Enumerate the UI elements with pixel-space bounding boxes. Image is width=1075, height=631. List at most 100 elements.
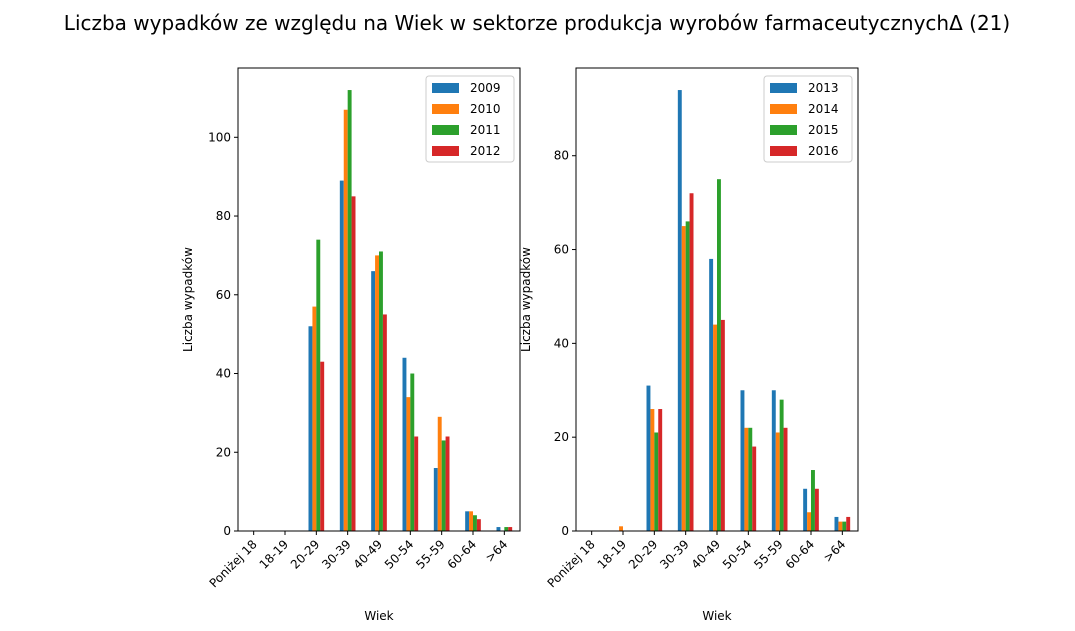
bar-2016-8 — [846, 516, 851, 531]
y-tick-label-0: 0 — [561, 524, 569, 538]
legend-label-2009: 2009 — [470, 81, 501, 95]
bar-2015-4 — [717, 179, 721, 531]
bar-2016-4 — [720, 319, 725, 531]
bar-2013-8 — [834, 516, 839, 531]
x-tick-label-6: 55-59 — [751, 537, 786, 572]
bar-2009-3 — [339, 180, 344, 531]
bar-2013-5 — [740, 390, 745, 531]
bar-2014-5 — [744, 427, 749, 531]
bar-2014-3 — [681, 226, 686, 531]
y-tick-label-40: 40 — [216, 367, 231, 381]
bar-2009-7 — [465, 511, 470, 531]
legend-label-2012: 2012 — [470, 144, 501, 158]
bar-2012-2 — [320, 361, 325, 531]
x-tick-label-5: 50-54 — [720, 537, 755, 572]
y-tick-label-0: 0 — [223, 524, 231, 538]
x-tick-label-7: 60-64 — [783, 537, 818, 572]
bar-2010-4 — [375, 255, 379, 531]
bar-2011-3 — [347, 90, 352, 532]
bar-2012-5 — [414, 436, 419, 531]
bar-2014-7 — [807, 512, 811, 531]
legend-swatch-2012 — [432, 146, 459, 156]
bar-2012-4 — [382, 314, 387, 531]
figure-title: Liczba wypadków ze względu na Wiek w sek… — [64, 11, 1010, 35]
subplot-left: 0 20 40 60 80 100 Poniżej 1818-1920-2930-3940-… — [181, 67, 521, 623]
legend-label-2010: 2010 — [470, 102, 501, 116]
x-tick-label-3: 30-39 — [657, 537, 692, 572]
bar-2015-5 — [748, 427, 753, 531]
legend-swatch-2011 — [432, 125, 459, 135]
x-tick-label-2: 20-29 — [288, 537, 323, 572]
x-axis-title-1: Wiek — [702, 609, 731, 623]
legend-swatch-2009 — [432, 83, 459, 93]
x-tick-label-4: 40-49 — [689, 537, 724, 572]
bar-2013-4 — [709, 258, 714, 531]
bar-2010-2 — [312, 306, 317, 531]
bar-2013-7 — [803, 488, 808, 531]
y-tick-label-60: 60 — [216, 288, 231, 302]
bar-2016-2 — [658, 409, 663, 531]
bar-2012-3 — [351, 196, 356, 531]
bar-2016-7 — [814, 488, 819, 531]
legend-0: 2009 2010 2011 2012 — [425, 75, 515, 163]
bar-2010-5 — [406, 397, 411, 531]
bar-2014-6 — [775, 432, 780, 531]
y-tick-label-60: 60 — [554, 243, 569, 257]
bar-2009-4 — [371, 271, 376, 531]
x-tick-label-8: >64 — [821, 537, 849, 565]
bar-2011-8 — [504, 527, 509, 531]
legend-swatch-2013 — [770, 83, 797, 93]
y-tick-label-100: 100 — [208, 130, 231, 144]
x-tick-label-4: 40-49 — [351, 537, 386, 572]
legend-label-2015: 2015 — [808, 123, 839, 137]
bar-2013-2 — [646, 385, 651, 531]
bar-2016-5 — [752, 446, 757, 531]
x-tick-label-6: 55-59 — [413, 537, 448, 572]
bar-2011-5 — [410, 373, 415, 531]
x-tick-label-0: Poniżej 18 — [207, 537, 260, 590]
legend-box-1 — [763, 75, 853, 163]
bar-2014-2 — [650, 409, 655, 531]
x-tick-label-5: 50-54 — [382, 537, 417, 572]
x-tick-label-8: >64 — [483, 537, 511, 565]
x-tick-label-1: 18-19 — [257, 537, 292, 572]
bar-2012-8 — [508, 527, 513, 531]
bar-2016-6 — [783, 427, 788, 531]
y-axis-title-1: Liczba wypadków — [519, 247, 533, 352]
bar-2009-8 — [496, 527, 501, 531]
legend-swatch-2010 — [432, 104, 459, 114]
legend-box-0 — [425, 75, 515, 163]
bar-2013-3 — [677, 90, 682, 532]
bar-2011-7 — [473, 515, 477, 531]
legend-1: 2013 2014 2015 2016 — [763, 75, 853, 163]
bar-2014-8 — [838, 521, 843, 531]
x-tick-label-7: 60-64 — [445, 537, 480, 572]
y-tick-label-80: 80 — [554, 149, 569, 163]
bar-2015-2 — [654, 432, 659, 531]
bar-2009-5 — [402, 357, 407, 531]
x-tick-label-0: Poniżej 18 — [545, 537, 598, 590]
bar-2014-1 — [619, 526, 623, 531]
y-axis-title-0: Liczba wypadków — [181, 247, 195, 352]
bar-2015-8 — [842, 521, 847, 531]
bar-2016-3 — [689, 193, 694, 531]
legend-swatch-2015 — [770, 125, 797, 135]
y-tick-label-80: 80 — [216, 209, 231, 223]
bars-0 — [308, 90, 513, 532]
x-tick-label-2: 20-29 — [626, 537, 661, 572]
legend-label-2013: 2013 — [808, 81, 839, 95]
legend-label-2016: 2016 — [808, 144, 839, 158]
y-tick-label-20: 20 — [216, 445, 231, 459]
bar-2014-4 — [713, 324, 717, 531]
bars-1 — [619, 90, 851, 532]
bar-2011-6 — [441, 440, 446, 531]
bar-2015-7 — [811, 470, 815, 531]
bar-2015-6 — [779, 399, 784, 531]
bar-2010-3 — [343, 109, 348, 531]
legend-label-2014: 2014 — [808, 102, 839, 116]
y-tick-label-20: 20 — [554, 430, 569, 444]
bar-2012-7 — [476, 519, 481, 531]
bar-2009-2 — [308, 326, 313, 531]
